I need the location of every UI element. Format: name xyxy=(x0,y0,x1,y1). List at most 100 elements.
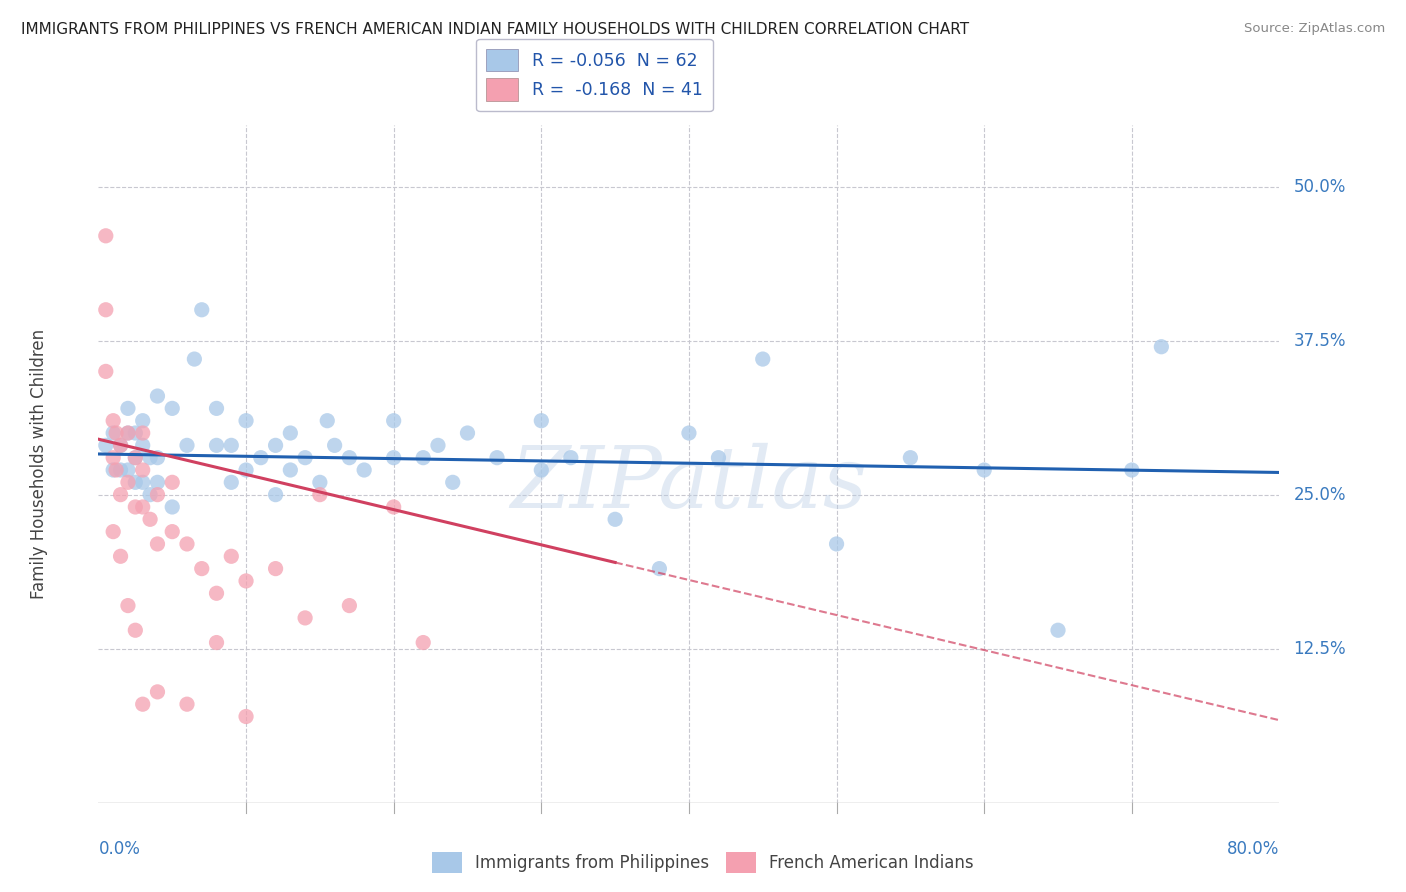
Point xyxy=(103,414,125,428)
Point xyxy=(176,438,198,452)
Point xyxy=(176,697,198,711)
Text: IMMIGRANTS FROM PHILIPPINES VS FRENCH AMERICAN INDIAN FAMILY HOUSEHOLDS WITH CHI: IMMIGRANTS FROM PHILIPPINES VS FRENCH AM… xyxy=(21,22,969,37)
Point xyxy=(309,488,332,502)
Point xyxy=(1046,624,1070,638)
Point xyxy=(900,450,922,465)
Point xyxy=(264,488,287,502)
Point xyxy=(132,414,155,428)
Point xyxy=(139,488,162,502)
Point xyxy=(280,463,302,477)
Point xyxy=(94,302,117,317)
Point xyxy=(323,438,346,452)
Point xyxy=(105,425,128,440)
Point xyxy=(162,524,183,539)
Point xyxy=(264,561,287,575)
Point xyxy=(103,524,125,539)
Point xyxy=(132,438,155,452)
Point xyxy=(110,438,132,452)
Text: 80.0%: 80.0% xyxy=(1227,840,1279,858)
Point xyxy=(191,302,214,317)
Point xyxy=(294,611,316,625)
Point xyxy=(427,438,450,452)
Point xyxy=(110,488,132,502)
Point xyxy=(117,401,139,416)
Point xyxy=(1150,340,1173,354)
Point xyxy=(132,500,155,514)
Point xyxy=(280,425,302,440)
Point xyxy=(339,599,361,613)
Point xyxy=(132,463,155,477)
Point xyxy=(110,549,132,564)
Point xyxy=(139,512,162,526)
Point xyxy=(316,414,339,428)
Point xyxy=(412,635,434,649)
Point xyxy=(221,549,243,564)
Point xyxy=(486,450,509,465)
Point xyxy=(707,450,730,465)
Point xyxy=(94,364,117,378)
Point xyxy=(146,685,169,699)
Point xyxy=(530,463,553,477)
Point xyxy=(205,635,228,649)
Point xyxy=(162,475,183,490)
Point xyxy=(117,425,139,440)
Point xyxy=(117,463,139,477)
Point xyxy=(139,450,162,465)
Text: 12.5%: 12.5% xyxy=(1294,640,1346,657)
Point xyxy=(110,438,132,452)
Point xyxy=(124,450,146,465)
Point xyxy=(124,450,146,465)
Point xyxy=(205,586,228,600)
Point xyxy=(353,463,375,477)
Point xyxy=(103,425,125,440)
Point xyxy=(235,414,257,428)
Point xyxy=(146,537,169,551)
Text: ZIPatlas: ZIPatlas xyxy=(510,442,868,525)
Point xyxy=(162,500,183,514)
Point xyxy=(264,438,287,452)
Point xyxy=(117,425,139,440)
Point xyxy=(205,401,228,416)
Point xyxy=(412,450,434,465)
Point xyxy=(221,475,243,490)
Point xyxy=(441,475,464,490)
Point xyxy=(382,450,405,465)
Point xyxy=(205,438,228,452)
Point xyxy=(146,475,169,490)
Point xyxy=(678,425,700,440)
Point xyxy=(124,425,146,440)
Point xyxy=(103,450,125,465)
Point xyxy=(94,438,117,452)
Point xyxy=(1121,463,1143,477)
Point xyxy=(132,697,155,711)
Text: 25.0%: 25.0% xyxy=(1294,485,1346,504)
Point xyxy=(382,414,405,428)
Point xyxy=(235,709,257,723)
Point xyxy=(339,450,361,465)
Point xyxy=(183,352,205,367)
Legend: R = -0.056  N = 62, R =  -0.168  N = 41: R = -0.056 N = 62, R = -0.168 N = 41 xyxy=(477,38,713,111)
Point xyxy=(973,463,995,477)
Point xyxy=(235,574,257,588)
Point xyxy=(221,438,243,452)
Point xyxy=(457,425,479,440)
Point xyxy=(825,537,848,551)
Point xyxy=(309,475,332,490)
Point xyxy=(124,475,146,490)
Point xyxy=(162,401,183,416)
Point xyxy=(110,463,132,477)
Point xyxy=(191,561,214,575)
Point xyxy=(752,352,775,367)
Point xyxy=(382,500,405,514)
Text: Family Households with Children: Family Households with Children xyxy=(31,329,48,599)
Point xyxy=(103,463,125,477)
Point xyxy=(605,512,627,526)
Point xyxy=(294,450,316,465)
Point xyxy=(235,463,257,477)
Text: 37.5%: 37.5% xyxy=(1294,332,1346,350)
Text: 0.0%: 0.0% xyxy=(98,840,141,858)
Text: 50.0%: 50.0% xyxy=(1294,178,1346,195)
Point xyxy=(250,450,273,465)
Point xyxy=(176,537,198,551)
Legend: Immigrants from Philippines, French American Indians: Immigrants from Philippines, French Amer… xyxy=(425,846,981,880)
